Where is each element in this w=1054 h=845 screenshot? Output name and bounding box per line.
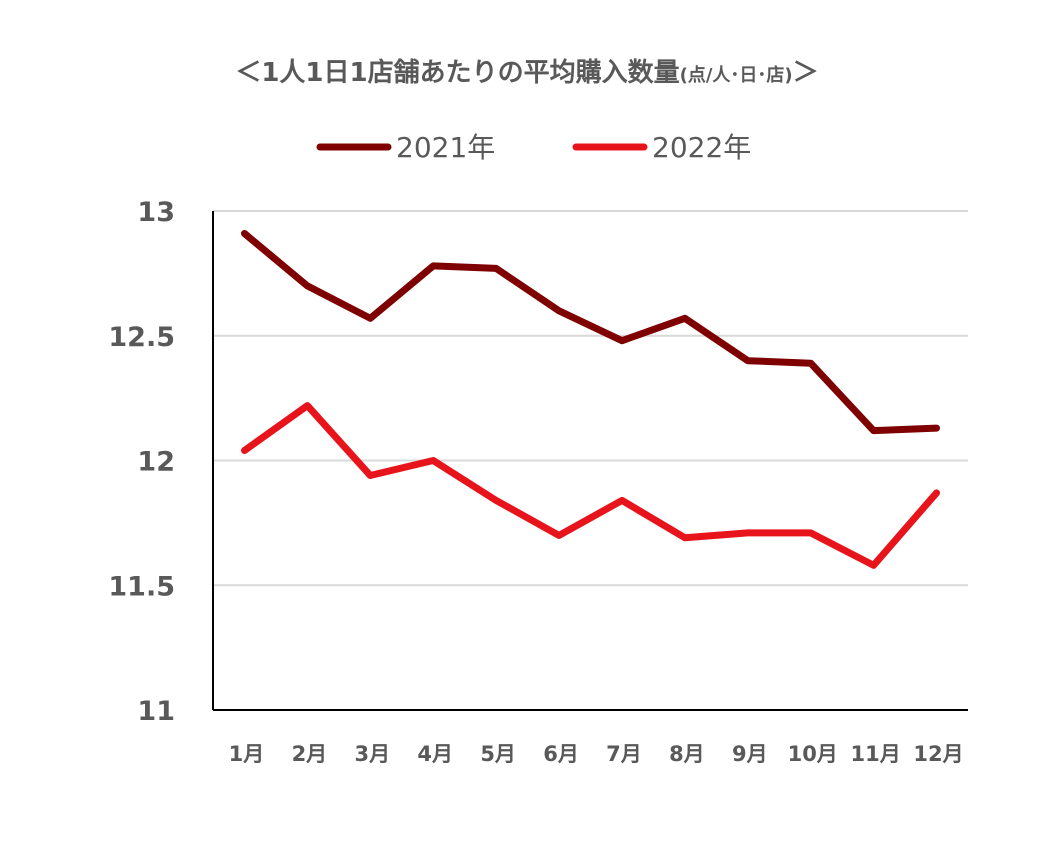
data-point bbox=[936, 492, 938, 494]
data-point bbox=[369, 317, 371, 319]
data-point bbox=[432, 460, 434, 461]
data-point bbox=[684, 317, 686, 319]
x-tick-label: 5月 bbox=[480, 742, 516, 766]
data-point bbox=[810, 362, 812, 364]
data-point bbox=[621, 340, 623, 342]
data-point bbox=[495, 267, 497, 269]
x-tick-label: 7月 bbox=[606, 742, 642, 766]
data-point bbox=[243, 450, 245, 452]
gridlines bbox=[213, 210, 968, 587]
data-point bbox=[936, 427, 938, 429]
data-point bbox=[306, 405, 308, 407]
data-point bbox=[873, 564, 875, 566]
y-axis-ticks: 11 11.5 12 12.5 13 bbox=[108, 197, 175, 727]
legend: 2021年 2022年 bbox=[316, 131, 751, 164]
chart-title-close: ＞ bbox=[792, 58, 819, 88]
data-point bbox=[369, 474, 371, 476]
x-tick-label: 8月 bbox=[669, 742, 705, 766]
chart-title-main: ＜1人1日1店舗あたりの平均購入数量 bbox=[235, 58, 680, 88]
data-point bbox=[621, 499, 623, 501]
y-tick-label: 13 bbox=[137, 197, 175, 228]
data-point bbox=[495, 499, 497, 501]
series-line-2021 bbox=[241, 230, 940, 435]
x-tick-label: 11月 bbox=[851, 742, 901, 766]
x-axis-ticks: 1月 2月 3月 4月 5月 6月 7月 8月 9月 10月 11月 12月 bbox=[229, 742, 964, 766]
data-point bbox=[306, 285, 308, 287]
y-tick-label: 11 bbox=[137, 696, 175, 727]
data-point bbox=[747, 532, 749, 534]
y-tick-label: 12.5 bbox=[108, 322, 175, 353]
legend-label-2021: 2021年 bbox=[396, 131, 495, 164]
x-tick-label: 9月 bbox=[732, 742, 768, 766]
chart-title-unit: (点/人･日･店) bbox=[679, 65, 793, 86]
data-point bbox=[684, 537, 686, 539]
data-point bbox=[558, 534, 560, 536]
series-line-2022 bbox=[241, 402, 940, 569]
x-tick-label: 6月 bbox=[543, 742, 579, 766]
legend-label-2022: 2022年 bbox=[652, 131, 751, 164]
data-point bbox=[243, 232, 245, 234]
data-point bbox=[810, 532, 812, 534]
x-tick-label: 12月 bbox=[913, 742, 963, 766]
data-point bbox=[558, 310, 560, 312]
data-point bbox=[873, 430, 875, 432]
data-point bbox=[432, 265, 434, 267]
x-tick-label: 2月 bbox=[292, 742, 328, 766]
y-tick-label: 11.5 bbox=[108, 571, 175, 602]
axes bbox=[212, 211, 968, 711]
x-tick-label: 4月 bbox=[417, 742, 453, 766]
x-tick-label: 1月 bbox=[229, 742, 265, 766]
data-point bbox=[747, 360, 749, 362]
series-lines bbox=[241, 230, 940, 569]
x-tick-label: 3月 bbox=[354, 742, 390, 766]
y-tick-label: 12 bbox=[137, 447, 175, 478]
chart-title: ＜1人1日1店舗あたりの平均購入数量(点/人･日･店)＞ bbox=[0, 52, 1054, 89]
x-tick-label: 10月 bbox=[788, 742, 838, 766]
